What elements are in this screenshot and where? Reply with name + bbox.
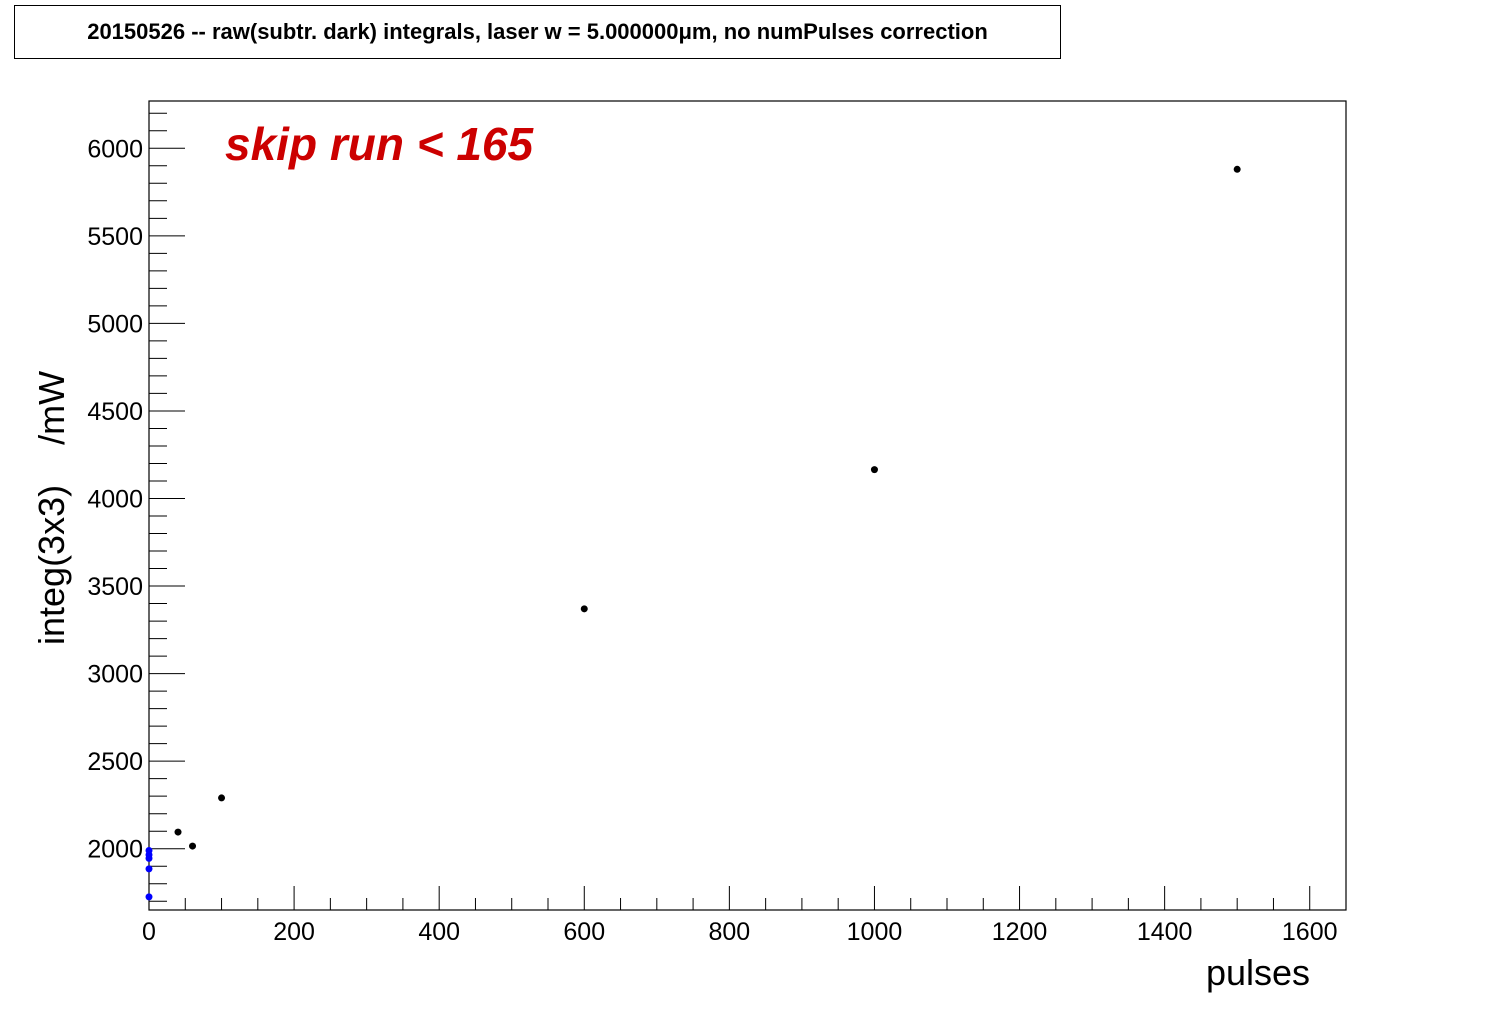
y-tick-label: 3000 <box>87 661 143 689</box>
y-axis-title: integ(3x3) /mW <box>31 371 72 645</box>
data-point <box>174 828 182 836</box>
y-tick-label: 3500 <box>87 573 143 601</box>
y-tick-label: 2000 <box>87 836 143 864</box>
y-tick-label: 5500 <box>87 223 143 251</box>
y-axis-tick-labels: 2000 2500 3000 3500 4000 4500 5000 5500 6000 <box>87 135 143 863</box>
x-axis-title: pulses <box>1206 952 1310 993</box>
x-tick-label: 1000 <box>847 918 903 946</box>
annotation-skip-run: skip run < 165 <box>225 118 535 170</box>
chart-title: 20150526 -- raw(subtr. dark) integrals, … <box>14 5 1061 59</box>
data-point <box>1233 165 1241 173</box>
x-axis-tick-labels: 0 200 400 600 800 1000 1200 1400 1600 <box>142 918 1337 946</box>
plot-frame <box>148 100 1347 911</box>
x-tick-label: 200 <box>273 918 315 946</box>
data-point <box>218 794 226 802</box>
x-tick-label: 0 <box>142 918 156 946</box>
y-axis-ticks <box>149 112 185 902</box>
x-tick-label: 1400 <box>1137 918 1193 946</box>
x-tick-label: 600 <box>563 918 605 946</box>
x-tick-label: 1600 <box>1282 918 1338 946</box>
y-tick-label: 2500 <box>87 748 143 776</box>
data-point <box>189 842 197 850</box>
y-tick-label: 5000 <box>87 310 143 338</box>
data-point <box>580 605 588 613</box>
y-tick-label: 6000 <box>87 135 143 163</box>
data-point <box>145 854 153 862</box>
y-tick-label: 4000 <box>87 485 143 513</box>
x-tick-label: 800 <box>709 918 751 946</box>
data-point <box>145 893 153 901</box>
data-point <box>145 865 153 873</box>
x-tick-label: 400 <box>418 918 460 946</box>
data-points <box>145 165 1241 901</box>
x-tick-label: 1200 <box>992 918 1048 946</box>
y-tick-label: 4500 <box>87 398 143 426</box>
x-axis-ticks <box>148 886 1311 910</box>
data-point <box>870 466 878 474</box>
